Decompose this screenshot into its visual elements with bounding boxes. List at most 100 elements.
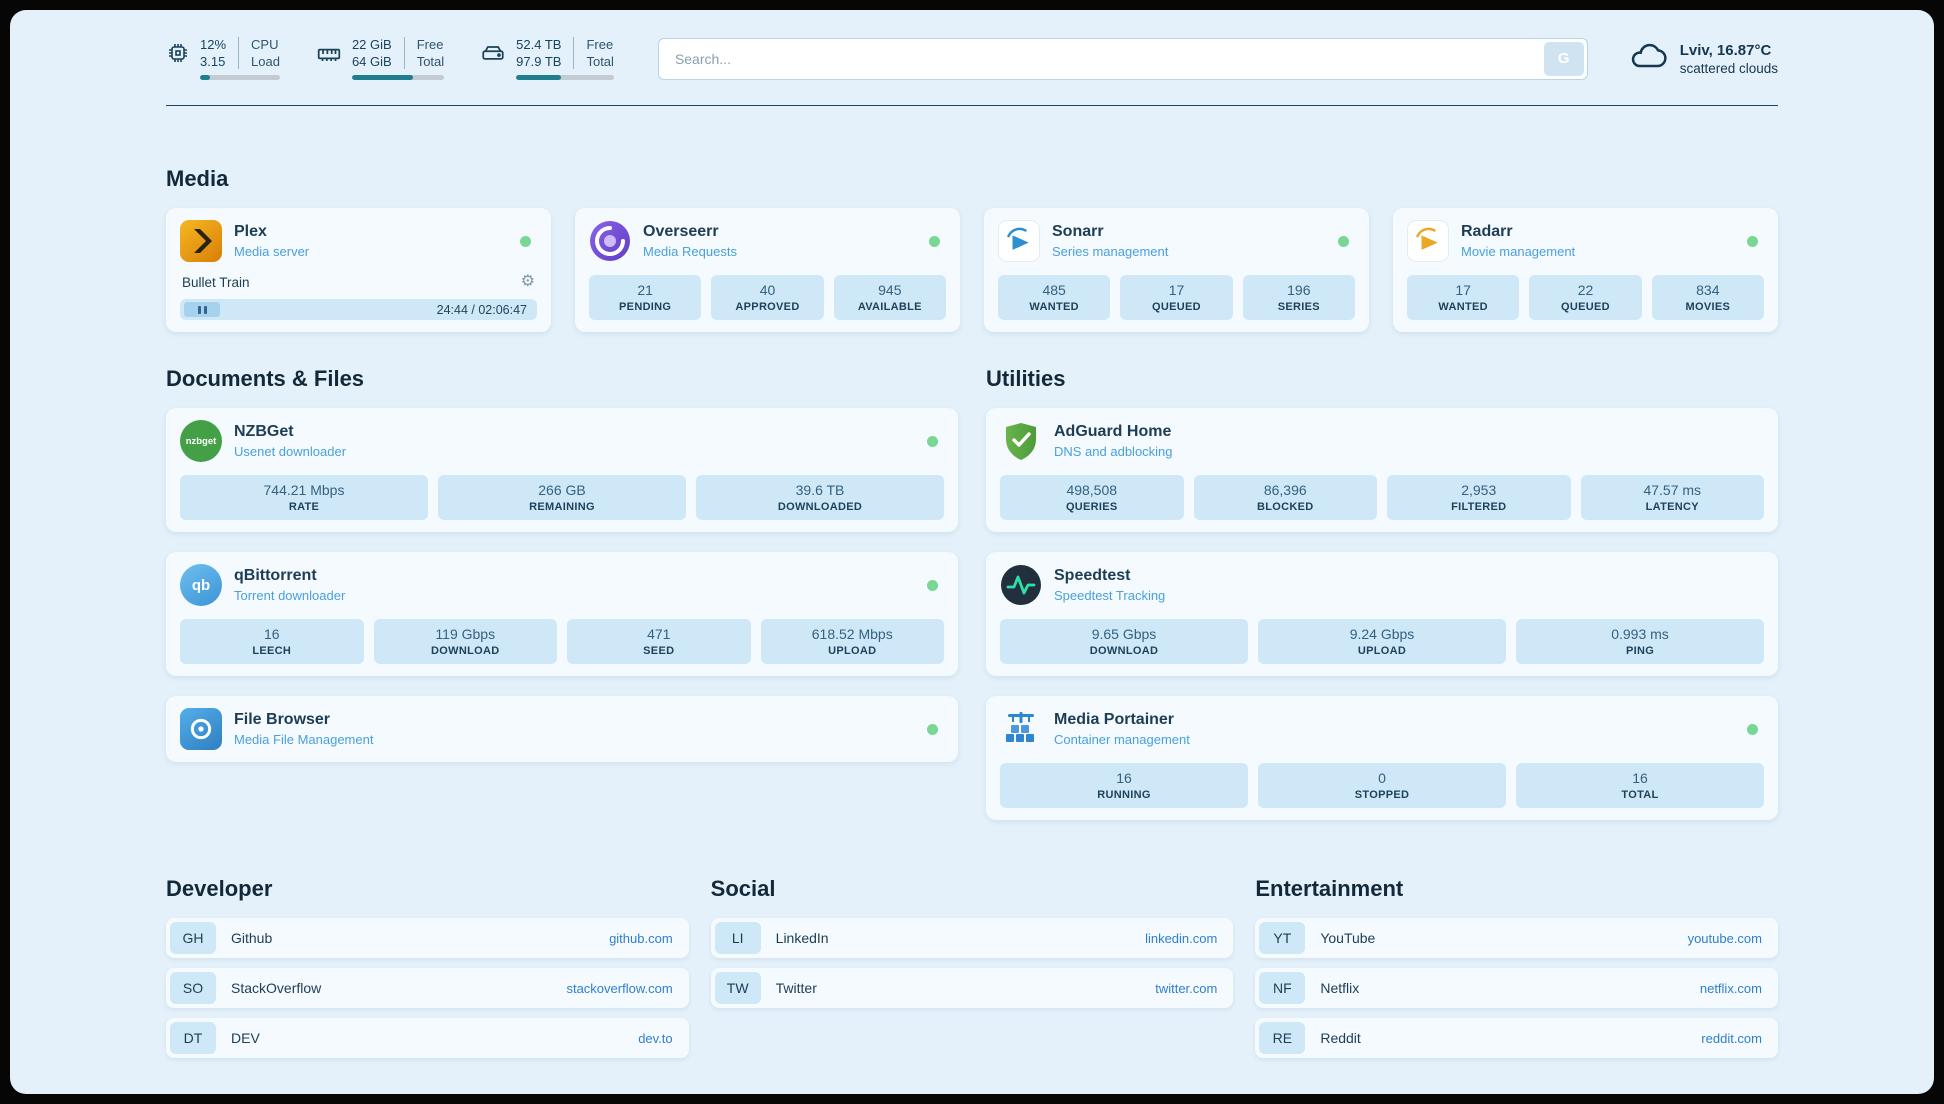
stat-running: 16 RUNNING (1000, 763, 1248, 808)
section-title-social: Social (710, 876, 776, 901)
section-title-utilities: Utilities (986, 366, 1066, 391)
section-title-media: Media (166, 166, 229, 191)
stat-approved: 40 APPROVED (711, 275, 824, 320)
app-card-radarr[interactable]: Radarr Movie management 17 WANTED 22 QUE… (1393, 208, 1778, 332)
plex-icon (180, 220, 222, 262)
app-title: NZBGet (234, 423, 294, 440)
radarr-icon (1407, 220, 1449, 262)
status-dot (927, 723, 938, 735)
app-subtitle: Media server (234, 244, 310, 259)
bookmark-linkedin[interactable]: LI LinkedIn linkedin.com (710, 918, 1234, 958)
stat-queued: 22 QUEUED (1529, 275, 1642, 320)
status-dot (1338, 235, 1349, 247)
ram-icon (316, 41, 342, 72)
bookmark-url: dev.to (638, 1030, 673, 1046)
app-subtitle: Torrent downloader (234, 588, 346, 603)
bookmark-netflix[interactable]: NF Netflix netflix.com (1255, 968, 1778, 1008)
gear-icon[interactable]: ⚙ (520, 273, 535, 290)
bookmark-name: Github (231, 930, 273, 946)
bookmark-github[interactable]: GH Github github.com (166, 918, 689, 958)
stat-latency: 47.57 ms LATENCY (1580, 475, 1764, 520)
stat-wanted: 485 WANTED (998, 275, 1111, 320)
stat-total: 16 TOTAL (1516, 763, 1764, 808)
bookmark-abbr: SO (170, 972, 216, 1004)
cpu-widget: 12% 3.15 CPU Load (166, 37, 280, 80)
bookmark-reddit[interactable]: RE Reddit reddit.com (1255, 1018, 1778, 1058)
app-title: Radarr (1461, 223, 1513, 240)
cpu-label: CPU (251, 37, 279, 52)
search-engine-button[interactable]: G (1543, 41, 1584, 76)
status-dot (1747, 723, 1758, 735)
app-card-portainer[interactable]: Media Portainer Container management 16 … (986, 696, 1778, 820)
bookmark-name: YouTube (1320, 930, 1376, 946)
weather-condition: scattered clouds (1679, 60, 1778, 76)
app-card-adguard[interactable]: AdGuard Home DNS and adblocking 498,508 … (986, 408, 1778, 532)
section-entertainment: Entertainment YT YouTube youtube.com NF … (1255, 876, 1778, 1058)
app-card-filebrowser[interactable]: File Browser Media File Management (166, 696, 958, 762)
now-playing-title: Bullet Train (182, 274, 250, 290)
pause-icon[interactable] (184, 302, 220, 317)
stat-pending: 21 PENDING (589, 275, 702, 320)
bookmark-dev[interactable]: DT DEV dev.to (166, 1018, 689, 1058)
stat-ping: 0.993 ms PING (1516, 619, 1764, 664)
bookmark-name: Netflix (1320, 980, 1360, 996)
bookmark-abbr: RE (1259, 1022, 1306, 1054)
bookmark-url: twitter.com (1155, 980, 1218, 996)
system-widgets: 12% 3.15 CPU Load (166, 37, 614, 80)
dashboard: 12% 3.15 CPU Load (10, 10, 1934, 1094)
app-card-speedtest[interactable]: Speedtest Speedtest Tracking 9.65 Gbps D… (986, 552, 1778, 676)
app-subtitle: Media File Management (234, 732, 374, 747)
stat-rate: 744.21 Mbps RATE (180, 475, 428, 520)
app-card-overseerr[interactable]: Overseerr Media Requests 21 PENDING 40 A… (575, 208, 960, 332)
hard-drive-icon (480, 41, 506, 72)
bookmark-url: netflix.com (1699, 980, 1762, 996)
topbar-divider (166, 105, 1778, 106)
sonarr-icon (998, 220, 1040, 262)
qbittorrent-icon: qb (180, 564, 222, 606)
app-title: Media Portainer (1054, 711, 1175, 728)
bookmark-stackoverflow[interactable]: SO StackOverflow stackoverflow.com (166, 968, 689, 1008)
speedtest-icon (1000, 564, 1042, 606)
app-card-plex[interactable]: Plex Media server Bullet Train ⚙ 24:44 /… (166, 208, 551, 332)
nzbget-icon: nzbget (180, 420, 222, 462)
filebrowser-icon (180, 708, 222, 750)
bookmark-abbr: NF (1259, 972, 1306, 1004)
stat-upload: 9.24 Gbps UPLOAD (1258, 619, 1506, 664)
app-title: File Browser (234, 711, 331, 728)
bookmark-name: Twitter (775, 980, 817, 996)
ram-widget: 22 GiB 64 GiB Free Total (316, 37, 445, 80)
section-media: Media Plex Media server (166, 166, 1778, 332)
app-subtitle: Speedtest Tracking (1054, 588, 1166, 603)
bookmark-twitter[interactable]: TW Twitter twitter.com (710, 968, 1234, 1008)
app-subtitle: Media Requests (643, 244, 737, 259)
bookmark-abbr: LI (714, 922, 761, 954)
playback-progress-bar[interactable]: 24:44 / 02:06:47 (180, 299, 537, 320)
cpu-usage-bar (200, 75, 280, 80)
status-dot (927, 435, 938, 447)
stat-wanted: 17 WANTED (1407, 275, 1520, 320)
disk-total-label: Total (586, 54, 614, 69)
stat-available: 945 AVAILABLE (833, 275, 946, 320)
status-dot (520, 235, 531, 247)
stat-downloaded: 39.6 TB DOWNLOADED (696, 475, 944, 520)
app-subtitle: Series management (1052, 244, 1169, 259)
bookmark-url: linkedin.com (1145, 930, 1218, 946)
app-title: Plex (234, 223, 267, 240)
disk-total-value: 97.9 TB (516, 54, 562, 69)
app-card-qbittorrent[interactable]: qb qBittorrent Torrent downloader 16 (166, 552, 958, 676)
portainer-crane-icon (1000, 708, 1042, 750)
status-dot (927, 579, 938, 591)
bookmark-name: Reddit (1320, 1030, 1361, 1046)
bookmark-url: stackoverflow.com (566, 980, 673, 996)
app-card-sonarr[interactable]: Sonarr Series management 485 WANTED 17 Q… (984, 208, 1369, 332)
cpu-percent: 12% (200, 37, 227, 52)
cloud-icon (1628, 36, 1668, 81)
bookmark-name: StackOverflow (231, 980, 322, 996)
search-input[interactable] (657, 37, 1588, 80)
app-title: AdGuard Home (1054, 423, 1172, 440)
search-bar: G (657, 37, 1588, 80)
stat-leech: 16 LEECH (180, 619, 364, 664)
app-card-nzbget[interactable]: nzbget NZBGet Usenet downloader 744.21 M… (166, 408, 958, 532)
bookmark-youtube[interactable]: YT YouTube youtube.com (1255, 918, 1778, 958)
ram-free-label: Free (416, 37, 444, 52)
